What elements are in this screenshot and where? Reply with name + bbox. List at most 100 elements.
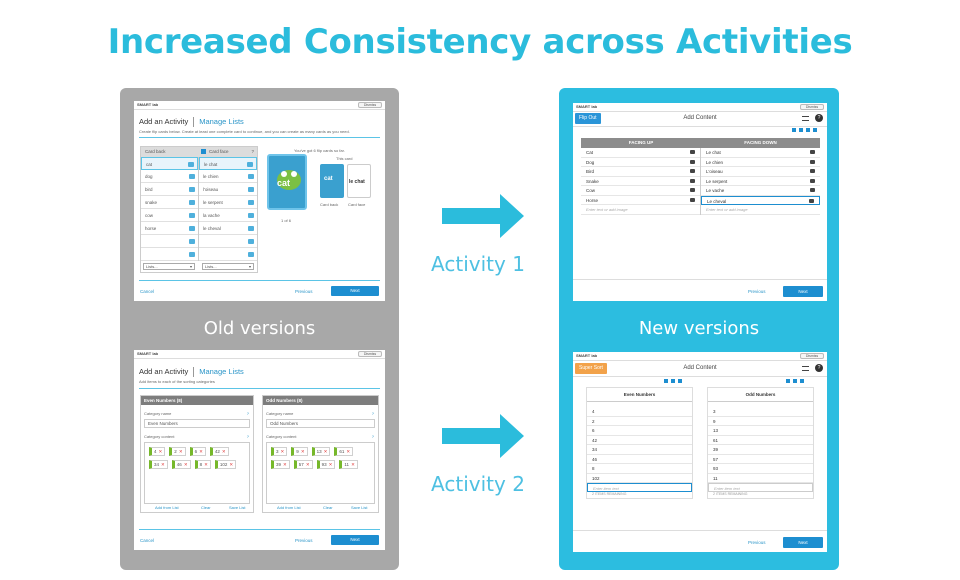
help-icon[interactable]: ? bbox=[246, 434, 249, 439]
card-cell[interactable]: snake bbox=[141, 196, 198, 209]
image-icon[interactable] bbox=[248, 174, 254, 179]
menu-icon[interactable] bbox=[802, 366, 809, 371]
list-item[interactable]: 11 bbox=[708, 474, 813, 483]
item-chip[interactable]: 42 ✕ bbox=[209, 447, 229, 456]
flip-row[interactable]: Le vache bbox=[701, 186, 820, 196]
add-from-list-link[interactable]: Add from List bbox=[155, 505, 179, 510]
image-icon[interactable] bbox=[810, 169, 815, 173]
item-chip[interactable]: 46 ✕ bbox=[171, 460, 191, 469]
remove-icon[interactable]: ✕ bbox=[204, 462, 208, 467]
help-icon[interactable]: ? bbox=[815, 114, 823, 122]
item-chip[interactable]: 57 ✕ bbox=[293, 460, 313, 469]
flip-row[interactable]: Snake bbox=[581, 177, 700, 186]
image-icon[interactable] bbox=[189, 252, 195, 257]
list-item[interactable]: 42 bbox=[587, 436, 692, 445]
sort-icon[interactable] bbox=[792, 128, 796, 132]
flip-row[interactable]: Le serpent bbox=[701, 177, 820, 186]
item-chip[interactable]: 11 ✕ bbox=[339, 460, 358, 469]
item-chip[interactable]: 4 ✕ bbox=[149, 447, 166, 456]
item-chip[interactable]: 102 ✕ bbox=[214, 460, 237, 469]
card-cell[interactable]: dog bbox=[141, 170, 198, 183]
remove-icon[interactable]: ✕ bbox=[283, 462, 287, 467]
previous-link[interactable]: Previous bbox=[748, 540, 766, 545]
image-icon[interactable] bbox=[248, 213, 254, 218]
image-icon[interactable] bbox=[690, 178, 695, 183]
card-cell[interactable]: l'oiseau bbox=[199, 183, 257, 196]
flip-row[interactable]: Le chat bbox=[701, 148, 820, 158]
remove-icon[interactable]: ✕ bbox=[183, 462, 188, 467]
help-icon[interactable]: ? bbox=[371, 434, 374, 439]
next-button[interactable]: Next bbox=[331, 286, 379, 296]
image-icon[interactable] bbox=[810, 188, 815, 192]
item-chip[interactable]: 61 ✕ bbox=[334, 447, 354, 456]
image-icon[interactable] bbox=[690, 159, 695, 164]
card-cell[interactable]: la vache bbox=[199, 209, 257, 222]
list-item[interactable]: 13 bbox=[708, 426, 813, 436]
item-chip[interactable]: 34 ✕ bbox=[149, 460, 168, 469]
swap-icon[interactable] bbox=[201, 149, 206, 154]
image-icon[interactable] bbox=[248, 187, 254, 192]
card-cell[interactable]: le cheval bbox=[199, 222, 257, 235]
delete-icon[interactable] bbox=[813, 128, 817, 132]
item-chip[interactable]: 3 ✕ bbox=[271, 447, 288, 456]
save-list-link[interactable]: Save List bbox=[229, 505, 246, 510]
item-chip[interactable]: 8 ✕ bbox=[194, 460, 211, 469]
card-cell[interactable] bbox=[199, 235, 257, 248]
item-chip[interactable]: 13 ✕ bbox=[311, 447, 331, 456]
item-chip[interactable]: 9 ✕ bbox=[291, 447, 308, 456]
flip-row[interactable]: Le cheval bbox=[701, 195, 820, 205]
remove-icon[interactable]: ✕ bbox=[221, 449, 226, 454]
list-item[interactable]: 39 bbox=[708, 445, 813, 455]
card-cell[interactable]: horse bbox=[141, 222, 198, 235]
add-from-list-link[interactable]: Add from List bbox=[277, 505, 301, 510]
category-content-box[interactable]: 3 ✕ 9 ✕ 13 ✕ 61 ✕39 ✕ 57 ✕ 93 ✕ 11 ✕ bbox=[266, 442, 375, 504]
image-icon[interactable] bbox=[248, 252, 254, 257]
card-cell[interactable]: cow bbox=[141, 209, 198, 222]
remove-icon[interactable]: ✕ bbox=[161, 462, 165, 467]
remove-icon[interactable]: ✕ bbox=[323, 449, 328, 454]
help-icon[interactable]: ? bbox=[246, 411, 249, 416]
card-cell[interactable]: le chat bbox=[199, 157, 257, 170]
help-icon[interactable]: ? bbox=[815, 364, 823, 372]
add-row-input[interactable]: Enter text or add image bbox=[701, 205, 820, 215]
item-chip[interactable]: 93 ✕ bbox=[316, 460, 336, 469]
item-input[interactable]: Enter item text bbox=[708, 483, 813, 492]
list-item[interactable]: 3 bbox=[708, 407, 813, 417]
card-cell[interactable]: cat bbox=[141, 157, 198, 170]
flip-row[interactable]: L'oiseau bbox=[701, 167, 820, 177]
dismiss-button[interactable]: Dismiss bbox=[800, 104, 824, 110]
remove-icon[interactable]: ✕ bbox=[328, 462, 333, 467]
lists-dropdown[interactable]: Lists... ▾ bbox=[143, 263, 195, 270]
save-icon[interactable] bbox=[793, 379, 797, 383]
category-name-input[interactable]: Even Numbers bbox=[144, 419, 250, 428]
card-cell[interactable] bbox=[199, 248, 257, 261]
image-icon[interactable] bbox=[690, 197, 695, 202]
flip-row[interactable]: Le chien bbox=[701, 158, 820, 167]
image-icon[interactable] bbox=[810, 150, 815, 154]
list-item[interactable]: 9 bbox=[708, 417, 813, 426]
clear-link[interactable]: Clear bbox=[323, 505, 333, 510]
image-icon[interactable] bbox=[810, 178, 815, 183]
add-row-input[interactable]: Enter text or add image bbox=[581, 205, 700, 215]
help-icon[interactable]: ? bbox=[251, 149, 254, 154]
remove-icon[interactable]: ✕ bbox=[158, 449, 163, 454]
category-content-box[interactable]: 4 ✕ 2 ✕ 6 ✕ 42 ✕34 ✕ 46 ✕ 8 ✕ 102 ✕ bbox=[144, 442, 250, 504]
list-item[interactable]: 6 bbox=[587, 426, 692, 436]
image-icon[interactable] bbox=[248, 226, 254, 231]
remove-icon[interactable]: ✕ bbox=[351, 462, 355, 467]
item-input[interactable]: Enter item text bbox=[587, 483, 692, 492]
image-icon[interactable] bbox=[189, 213, 195, 218]
dismiss-button[interactable]: Dismiss bbox=[358, 351, 382, 357]
image-icon[interactable] bbox=[248, 239, 254, 244]
list-item[interactable]: 34 bbox=[587, 445, 692, 455]
previous-link[interactable]: Previous bbox=[295, 289, 313, 294]
remove-icon[interactable]: ✕ bbox=[300, 449, 305, 454]
clear-link[interactable]: Clear bbox=[201, 505, 211, 510]
card-back-thumb[interactable]: cat bbox=[320, 164, 344, 198]
image-icon[interactable] bbox=[188, 162, 194, 167]
remove-icon[interactable]: ✕ bbox=[346, 449, 351, 454]
save-icon[interactable] bbox=[671, 379, 675, 383]
image-icon[interactable] bbox=[189, 187, 195, 192]
list-item[interactable]: 57 bbox=[708, 455, 813, 464]
flip-row[interactable]: Cat bbox=[581, 148, 700, 158]
